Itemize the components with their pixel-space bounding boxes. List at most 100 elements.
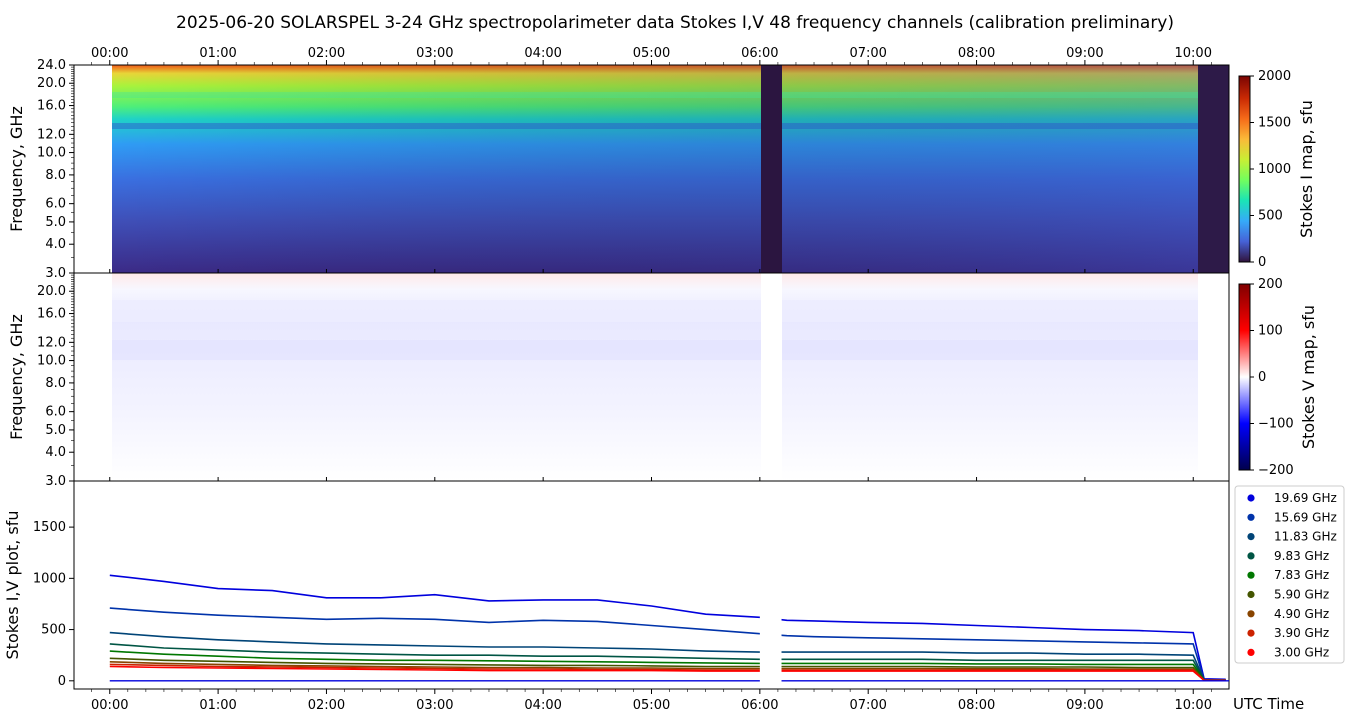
stokes-v-colorbar-fill	[1238, 283, 1251, 471]
legend-label: 3.00 GHz	[1274, 645, 1329, 659]
stokes-v-gap	[761, 273, 782, 481]
legend-marker	[1247, 494, 1255, 502]
top-tick-label: 07:00	[849, 46, 886, 61]
y-tick-label: 16.0	[37, 99, 66, 114]
bottom-time-axis: 00:00 01:00 02:00 03:00 04:00 05:00 06:00 07:00…	[91, 689, 1212, 713]
top-tick-label: 02:00	[308, 46, 345, 61]
colorbar-tick-label: −200	[1258, 463, 1294, 478]
legend-box	[1234, 485, 1345, 664]
bottom-tick-label: 03:00	[416, 698, 453, 713]
bottom-tick-label: 06:00	[741, 698, 778, 713]
legend-label: 19.69 GHz	[1274, 491, 1337, 505]
plot-gap	[759, 541, 782, 687]
stokes-iv-series	[109, 541, 1229, 687]
series-line	[109, 663, 1226, 682]
top-tick-label: 10:00	[1175, 46, 1212, 61]
stokes-v-ylabel: Frequency, GHz	[7, 314, 26, 440]
stokes-i-after-drop	[1198, 65, 1229, 273]
stokes-v-colorbar-label: Stokes V map, sfu	[1299, 305, 1318, 449]
legend-marker	[1247, 610, 1255, 618]
colorbar-tick-label: 200	[1258, 277, 1283, 292]
top-time-axis: 00:00 01:00 02:00 03:00 04:00 05:00 06:00 07:00…	[91, 46, 1212, 65]
y-tick-label: 8.0	[45, 376, 66, 391]
stokes-v-band-12ghz	[112, 340, 1198, 360]
colorbar-tick-label: 2000	[1258, 69, 1291, 84]
stokes-i-fade	[112, 65, 1198, 273]
colorbar-tick-label: 100	[1258, 324, 1283, 339]
legend-label: 11.83 GHz	[1274, 530, 1337, 544]
top-tick-label: 03:00	[416, 46, 453, 61]
y-tick-label: 3.0	[45, 266, 66, 281]
legend-marker	[1247, 590, 1255, 599]
legend-marker	[1247, 533, 1255, 541]
legend-marker	[1247, 629, 1255, 637]
legend-label: 15.69 GHz	[1274, 510, 1337, 524]
stokes-iv-yaxis: 0 500 1000 1500	[33, 520, 74, 689]
bottom-tick-label: 10:00	[1175, 698, 1212, 713]
bottom-tick-label: 02:00	[308, 698, 345, 713]
stokes-v-colorbar-ticks: −200 −100 0 100 200	[1250, 277, 1294, 478]
legend-marker	[1247, 513, 1255, 521]
legend-items: 19.69 GHz 15.69 GHz 11.83 GHz 9.83 GHz 7.83 …	[1247, 491, 1337, 659]
y-tick-label: 20.0	[37, 284, 66, 299]
series-line	[109, 650, 1226, 682]
stokes-v-band-upper	[112, 300, 1198, 322]
y-tick-label: 3.0	[45, 474, 66, 489]
top-tick-label: 09:00	[1066, 46, 1103, 61]
series-line	[109, 657, 1226, 682]
series-line	[109, 665, 1226, 682]
stokes-i-colorbar-ticks: 0 500 1000 1500 2000	[1250, 69, 1291, 270]
series-line	[109, 574, 1226, 681]
series-line	[109, 631, 1226, 681]
y-tick-label: 4.0	[45, 237, 66, 252]
top-tick-label: 01:00	[199, 46, 236, 61]
y-tick-label: 10.0	[37, 146, 66, 161]
stokes-i-band-12ghz	[112, 123, 1198, 129]
legend-marker	[1247, 552, 1255, 560]
stokes-i-colorbar: 0 500 1000 1500 2000 Stokes I map, sfu	[1238, 69, 1316, 270]
colorbar-tick-label: 500	[1258, 209, 1283, 224]
y-tick-label: 6.0	[45, 405, 66, 420]
colorbar-tick-label: −100	[1258, 417, 1294, 432]
y-tick-label: 500	[41, 623, 66, 638]
legend-label: 5.90 GHz	[1274, 588, 1329, 602]
bottom-tick-label: 07:00	[849, 698, 886, 713]
stokes-i-gap	[761, 65, 782, 273]
legend-label: 4.90 GHz	[1274, 607, 1329, 621]
stokes-v-panel: 3.0 4.0 5.0 6.0 8.0 10.0 12.0 16.0 20.0 Frequenc…	[7, 272, 1230, 489]
y-tick-label: 8.0	[45, 168, 66, 183]
shared-time-ticks	[109, 269, 1194, 481]
legend-label: 9.83 GHz	[1274, 549, 1329, 563]
series-line	[109, 643, 1226, 682]
y-tick-label: 5.0	[45, 215, 66, 230]
colorbar-tick-label: 0	[1258, 255, 1266, 270]
legend-label: 3.90 GHz	[1274, 626, 1329, 640]
top-tick-label: 08:00	[958, 46, 995, 61]
y-tick-label: 16.0	[37, 307, 66, 322]
stokes-v-colorbar: −200 −100 0 100 200 Stokes V map, sfu	[1238, 277, 1318, 478]
legend-marker	[1247, 648, 1255, 657]
y-tick-label: 20.0	[37, 76, 66, 91]
stokes-iv-panel: 0 500 1000 1500 Stokes I,V plot, sfu	[3, 480, 1230, 690]
stokes-i-panel: 3.0 4.0 5.0 6.0 8.0 10.0 12.0 16.0 20.0 24.0 Freq…	[7, 58, 1230, 281]
bottom-tick-label: 05:00	[633, 698, 670, 713]
y-tick-label: 5.0	[45, 423, 66, 438]
y-tick-label: 1000	[33, 571, 66, 586]
bottom-tick-label: 04:00	[524, 698, 561, 713]
y-tick-label: 0	[58, 674, 66, 689]
stokes-iv-ylabel: Stokes I,V plot, sfu	[3, 511, 22, 660]
y-tick-label: 12.0	[37, 335, 66, 350]
y-tick-label: 24.0	[37, 58, 66, 73]
colorbar-tick-label: 1500	[1258, 116, 1291, 131]
stokes-i-ylabel: Frequency, GHz	[7, 106, 26, 232]
stokes-i-colorbar-fill	[1238, 75, 1251, 263]
bottom-tick-label: 01:00	[199, 698, 236, 713]
legend: 19.69 GHz 15.69 GHz 11.83 GHz 9.83 GHz 7.83 …	[1234, 485, 1345, 664]
stokes-v-yaxis: 3.0 4.0 5.0 6.0 8.0 10.0 12.0 16.0 20.0	[37, 272, 74, 489]
stokes-i-band-upper	[112, 92, 1198, 98]
series-line	[109, 607, 1226, 681]
series-line	[109, 661, 1226, 682]
stokes-iv-plot-area	[73, 480, 1230, 690]
top-tick-label: 00:00	[91, 46, 128, 61]
